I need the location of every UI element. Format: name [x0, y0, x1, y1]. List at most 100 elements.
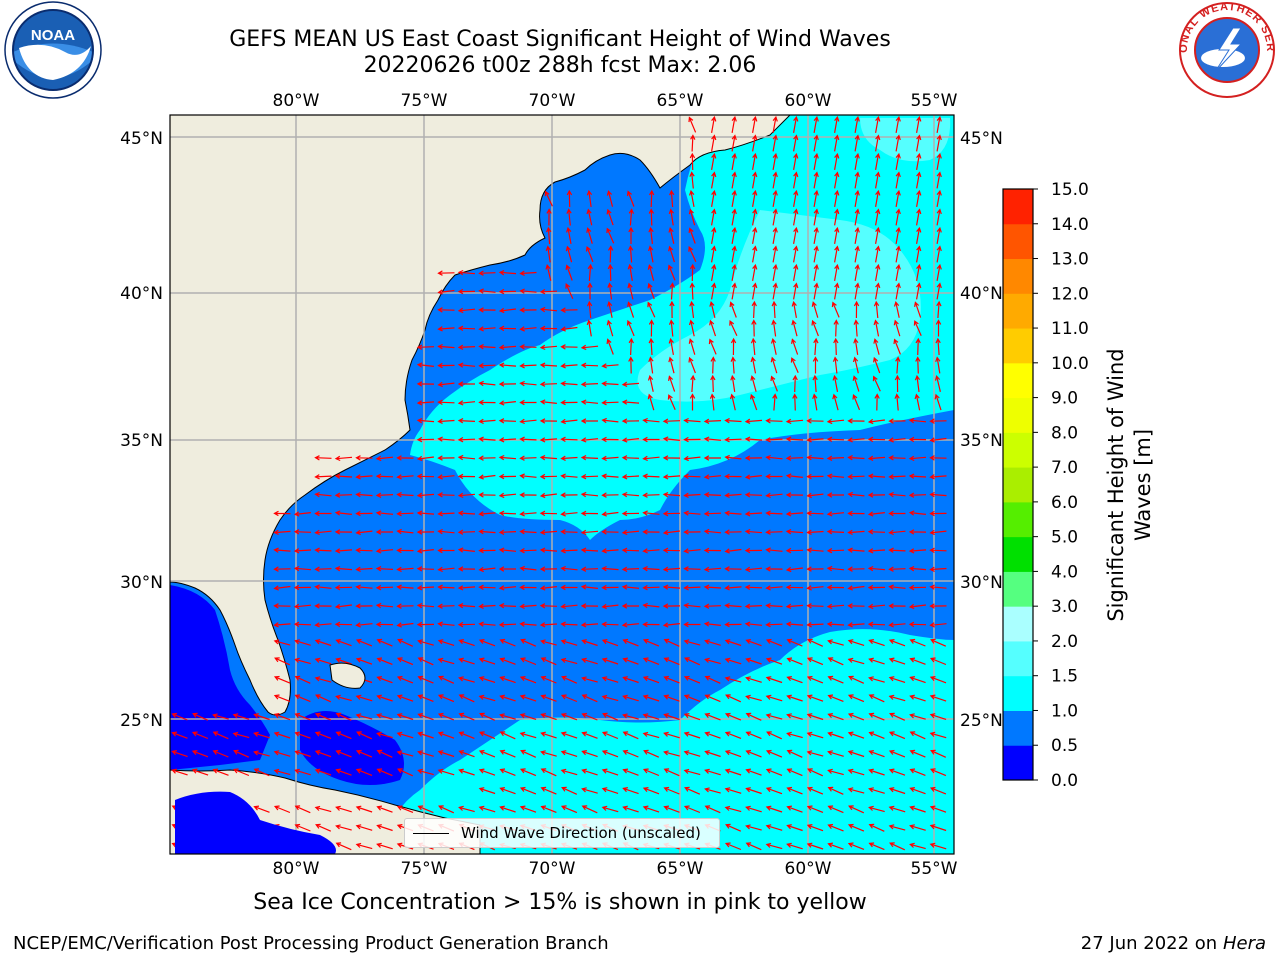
wind-wave-arrow [498, 547, 517, 553]
wind-wave-arrow [868, 787, 885, 794]
wind-wave-arrow [642, 768, 660, 777]
wind-wave-arrow [731, 226, 737, 245]
wind-wave-arrow [586, 227, 593, 244]
wind-wave-arrow [895, 152, 901, 171]
wind-wave-arrow [711, 282, 717, 300]
wind-wave-arrow [498, 566, 516, 572]
wind-wave-arrow [929, 713, 947, 720]
wind-wave-arrow [437, 343, 455, 350]
wind-wave-arrow [854, 171, 860, 189]
wind-wave-arrow [539, 362, 558, 368]
wind-wave-arrow [581, 787, 598, 794]
wind-wave-arrow [586, 300, 593, 319]
wind-wave-arrow [826, 511, 845, 517]
wind-wave-arrow [601, 676, 619, 683]
wind-wave-arrow [253, 750, 270, 757]
wind-wave-arrow [868, 694, 885, 703]
colorbar [1003, 189, 1033, 781]
wind-wave-arrow [703, 621, 721, 627]
wind-wave-arrow [929, 694, 947, 702]
wind-wave-arrow [826, 529, 845, 535]
wind-wave-arrow [519, 344, 537, 350]
wind-wave-arrow [908, 603, 926, 610]
wind-wave-arrow [683, 548, 701, 554]
wind-wave-arrow [621, 510, 640, 517]
wind-wave-arrow [314, 547, 332, 553]
wind-wave-arrow [376, 824, 393, 832]
wind-wave-arrows [171, 115, 947, 851]
wind-wave-arrow [314, 676, 332, 683]
wind-wave-arrow [601, 787, 619, 794]
wind-wave-arrow [478, 731, 496, 740]
wind-wave-arrow [334, 566, 353, 572]
wind-wave-arrow [478, 749, 496, 758]
wind-wave-arrow [888, 474, 906, 480]
wind-wave-arrow [478, 805, 496, 813]
lon-label-70w-top: 70°W [529, 91, 576, 111]
colorbar-segment [1003, 467, 1033, 503]
wind-wave-arrow [785, 511, 804, 517]
colorbar-segment [1003, 189, 1033, 225]
wind-wave-arrow [458, 657, 475, 665]
wind-wave-arrow [711, 245, 717, 263]
wind-wave-arrow [711, 115, 717, 134]
wind-wave-arrow [893, 300, 900, 318]
wind-wave-arrow [725, 823, 742, 832]
colorbar-segment [1003, 640, 1033, 677]
wind-wave-arrow [334, 548, 353, 554]
wind-wave-arrow [806, 418, 824, 424]
wind-wave-arrow [832, 374, 839, 393]
wind-wave-arrow [581, 657, 598, 665]
wind-wave-arrow [895, 134, 901, 152]
wind-wave-arrow [294, 823, 311, 832]
ocean-band-15-2-north-top [860, 118, 951, 162]
wind-wave-arrow [704, 657, 721, 665]
wind-wave-arrow [253, 768, 270, 777]
wind-wave-arrow [704, 639, 721, 646]
wind-wave-arrow [642, 638, 660, 647]
wind-wave-arrow [667, 264, 676, 281]
wind-wave-arrow [807, 638, 824, 647]
wind-wave-arrow [580, 381, 599, 387]
wind-wave-arrow [867, 492, 886, 498]
colorbar-tick-label: 1.5 [1051, 667, 1078, 687]
wind-wave-arrow [704, 787, 721, 794]
wind-wave-arrow [539, 288, 558, 295]
wind-wave-arrow [560, 418, 578, 425]
wind-wave-arrow [437, 694, 455, 703]
wind-wave-arrow [888, 657, 906, 665]
wind-wave-arrow [642, 529, 660, 535]
wind-wave-arrow [895, 282, 901, 300]
wind-wave-arrow [335, 805, 352, 813]
wind-wave-arrow [498, 362, 517, 368]
wind-wave-arrow [663, 731, 680, 739]
wind-wave-arrow [745, 694, 762, 702]
wind-wave-arrow [847, 639, 865, 646]
wind-wave-arrow [438, 675, 455, 684]
wind-wave-arrow [826, 418, 845, 425]
wind-wave-arrow [873, 338, 880, 355]
wind-wave-arrow [621, 381, 640, 387]
wind-wave-arrow [662, 455, 681, 461]
wind-wave-arrow [458, 768, 475, 776]
wind-wave-arrow [171, 731, 188, 739]
wind-wave-arrow [791, 338, 799, 355]
wind-wave-arrow [806, 713, 824, 721]
wind-wave-arrow [833, 337, 839, 356]
wind-wave-arrow [498, 418, 517, 424]
wind-wave-arrow [752, 282, 758, 300]
wind-wave-arrow [396, 474, 414, 480]
wind-wave-arrow [580, 344, 599, 351]
wind-wave-arrow [648, 319, 655, 337]
wind-wave-arrow [478, 344, 496, 350]
wind-wave-arrow [606, 338, 614, 355]
wind-wave-arrow [601, 603, 619, 610]
wind-wave-arrow [396, 455, 414, 461]
wind-wave-arrow [601, 639, 619, 647]
wind-wave-arrow [648, 189, 655, 208]
wind-wave-arrow [478, 787, 496, 795]
wind-wave-arrow [355, 768, 373, 776]
wind-wave-arrow [731, 171, 737, 189]
wind-wave-arrow [437, 511, 455, 517]
wind-wave-arrow [724, 436, 742, 443]
